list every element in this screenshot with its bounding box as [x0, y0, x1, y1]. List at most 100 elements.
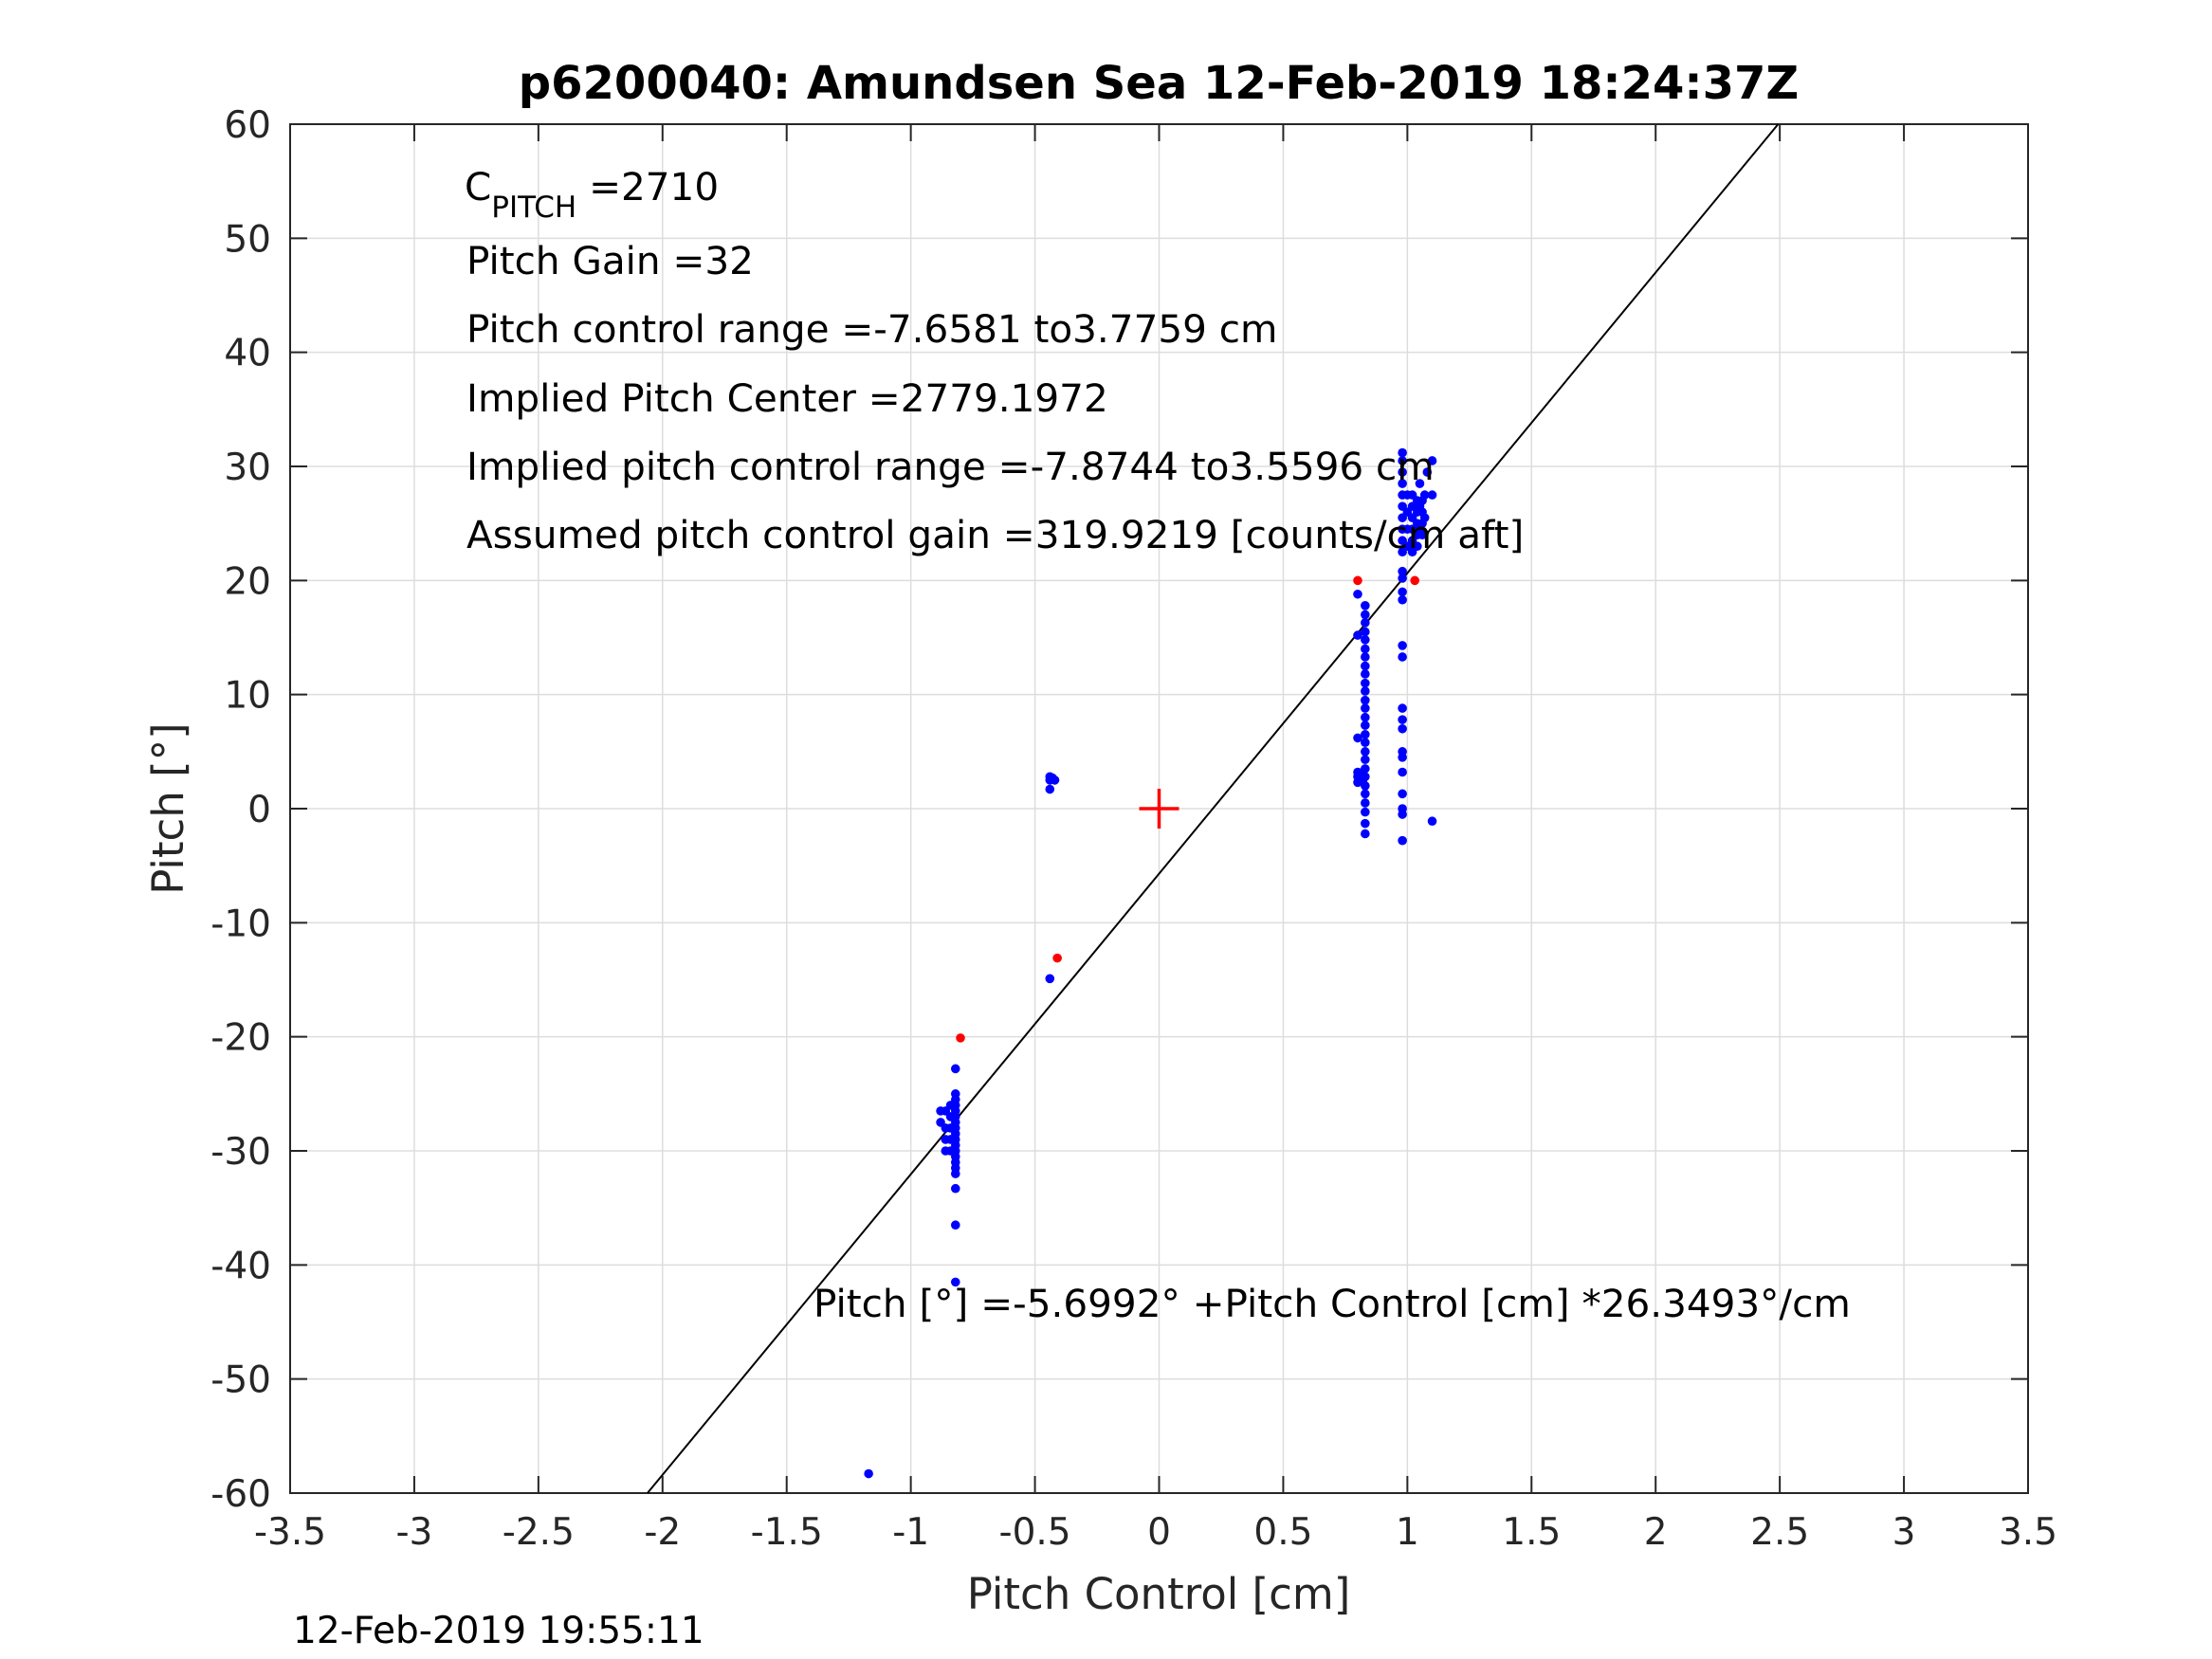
x-tick-label: 1: [1396, 1511, 1419, 1554]
blue-data-point: [1398, 835, 1407, 846]
chart-title: p6200040: Amundsen Sea 12-Feb-2019 18:24…: [519, 57, 1799, 110]
x-tick-label: -3: [395, 1511, 432, 1554]
blue-data-point: [1398, 467, 1407, 477]
blue-data-point: [864, 1468, 873, 1479]
blue-data-point: [1361, 738, 1370, 748]
c-pitch-label: C: [465, 164, 491, 210]
red-data-point: [1353, 575, 1362, 586]
blue-data-point: [1398, 594, 1407, 605]
y-tick-label: 10: [224, 675, 271, 718]
y-tick-label: -40: [210, 1245, 271, 1287]
c-pitch-subscript: PITCH: [491, 191, 576, 225]
blue-data-point: [1419, 513, 1430, 522]
blue-data-point: [1427, 490, 1437, 500]
blue-data-point: [1398, 574, 1407, 583]
blue-data-point: [1398, 641, 1407, 650]
blue-data-point: [1398, 715, 1407, 724]
y-tick-label: -30: [210, 1131, 271, 1174]
blue-data-point: [950, 1277, 960, 1287]
blue-data-point: [1398, 447, 1407, 458]
blue-data-point: [1361, 764, 1370, 774]
blue-data-point: [1361, 720, 1370, 730]
blue-data-point: [950, 1220, 960, 1231]
blue-data-point: [1045, 784, 1055, 794]
pitch-gain-annotation: Pitch Gain =32: [466, 238, 754, 283]
blue-data-point: [950, 1183, 960, 1194]
blue-data-point: [1361, 627, 1370, 637]
blue-data-point: [1417, 530, 1427, 539]
fit-line-group: [647, 123, 1780, 1494]
y-tick-label: 60: [224, 104, 271, 147]
y-tick-label: 20: [224, 560, 271, 603]
blue-data-point: [1361, 644, 1370, 654]
blue-data-point: [1398, 566, 1407, 576]
blue-data-point: [1427, 456, 1437, 465]
x-tick-label: 1.5: [1502, 1511, 1561, 1554]
x-tick-label: -0.5: [999, 1511, 1071, 1554]
y-tick-label: -20: [210, 1017, 271, 1060]
blue-data-point: [1422, 467, 1433, 477]
tick-marks: [289, 123, 2029, 1494]
blue-data-point: [1361, 772, 1370, 782]
blue-data-point: [1398, 804, 1407, 813]
red-data-point: [1410, 575, 1420, 586]
red-data-point: [956, 1033, 965, 1043]
x-tick-label: -3.5: [254, 1511, 326, 1554]
blue-data-point: [1361, 652, 1370, 662]
assumed-gain-annotation: Assumed pitch control gain =319.9219 [co…: [466, 512, 1524, 557]
x-tick-label: -1: [892, 1511, 929, 1554]
blue-data-point: [936, 1106, 945, 1116]
blue-data-point: [1361, 635, 1370, 645]
blue-data-point: [1419, 490, 1430, 500]
blue-data-point: [1398, 652, 1407, 662]
y-tick-label: 40: [224, 333, 271, 375]
blue-data-point: [1413, 541, 1422, 552]
blue-data-point: [936, 1118, 945, 1127]
blue-data-point: [1361, 755, 1370, 765]
blue-data-point: [1361, 678, 1370, 688]
x-tick-label: 2: [1644, 1511, 1668, 1554]
x-tick-label: 0.5: [1253, 1511, 1312, 1554]
blue-data-point: [1361, 601, 1370, 611]
blue-data-point: [950, 1064, 960, 1074]
blue-data-point: [1398, 747, 1407, 757]
blue-data-point: [1361, 807, 1370, 817]
blue-data-point: [1361, 781, 1370, 791]
blue-data-point: [1361, 661, 1370, 671]
y-tick-label: -10: [210, 902, 271, 945]
y-axis-label: Pitch [°]: [143, 722, 193, 894]
y-tick-label: 0: [247, 789, 271, 831]
x-tick-label: 2.5: [1750, 1511, 1809, 1554]
y-tick-label: -50: [210, 1359, 271, 1402]
blue-data-point: [1361, 747, 1370, 757]
blue-data-point: [1361, 729, 1370, 739]
implied-pitch-center-annotation: Implied Pitch Center =2779.1972: [466, 375, 1108, 421]
implied-pitch-control-range-annotation: Implied pitch control range =-7.8744 to3…: [466, 444, 1435, 489]
fit-line: [647, 123, 1780, 1494]
blue-data-point: [1398, 789, 1407, 799]
blue-data-point: [1361, 712, 1370, 722]
blue-data-point: [1353, 589, 1362, 599]
blue-data-point: [941, 1135, 951, 1144]
y-tick-label: 30: [224, 447, 271, 489]
center-marker-group: [1139, 789, 1179, 829]
blue-data-point: [1045, 974, 1055, 984]
blue-data-point: [1361, 789, 1370, 799]
blue-data-point: [1427, 816, 1437, 827]
x-tick-label: -2.5: [503, 1511, 575, 1554]
x-tick-label: -1.5: [751, 1511, 823, 1554]
x-tick-label: 3.5: [1999, 1511, 2057, 1554]
y-tick-label: 50: [224, 218, 271, 261]
x-tick-label: 0: [1147, 1511, 1171, 1554]
y-tick-labels: 60 50 40 30 20 10 0 -10 -20 -30 -40 -50 -60: [210, 104, 271, 1516]
blue-data-point: [1361, 829, 1370, 839]
timestamp-footer: 12-Feb-2019 19:55:11: [293, 1610, 704, 1652]
blue-data-point: [1398, 703, 1407, 713]
blue-data-point: [1398, 479, 1407, 488]
x-axis-label: Pitch Control [cm]: [967, 1569, 1351, 1619]
c-pitch-annotation: CPITCH =2710: [465, 164, 719, 225]
red-data-point: [1052, 953, 1062, 963]
blue-data-point: [1415, 479, 1425, 488]
blue-data-point: [1353, 733, 1362, 743]
blue-data-point: [1361, 618, 1370, 628]
